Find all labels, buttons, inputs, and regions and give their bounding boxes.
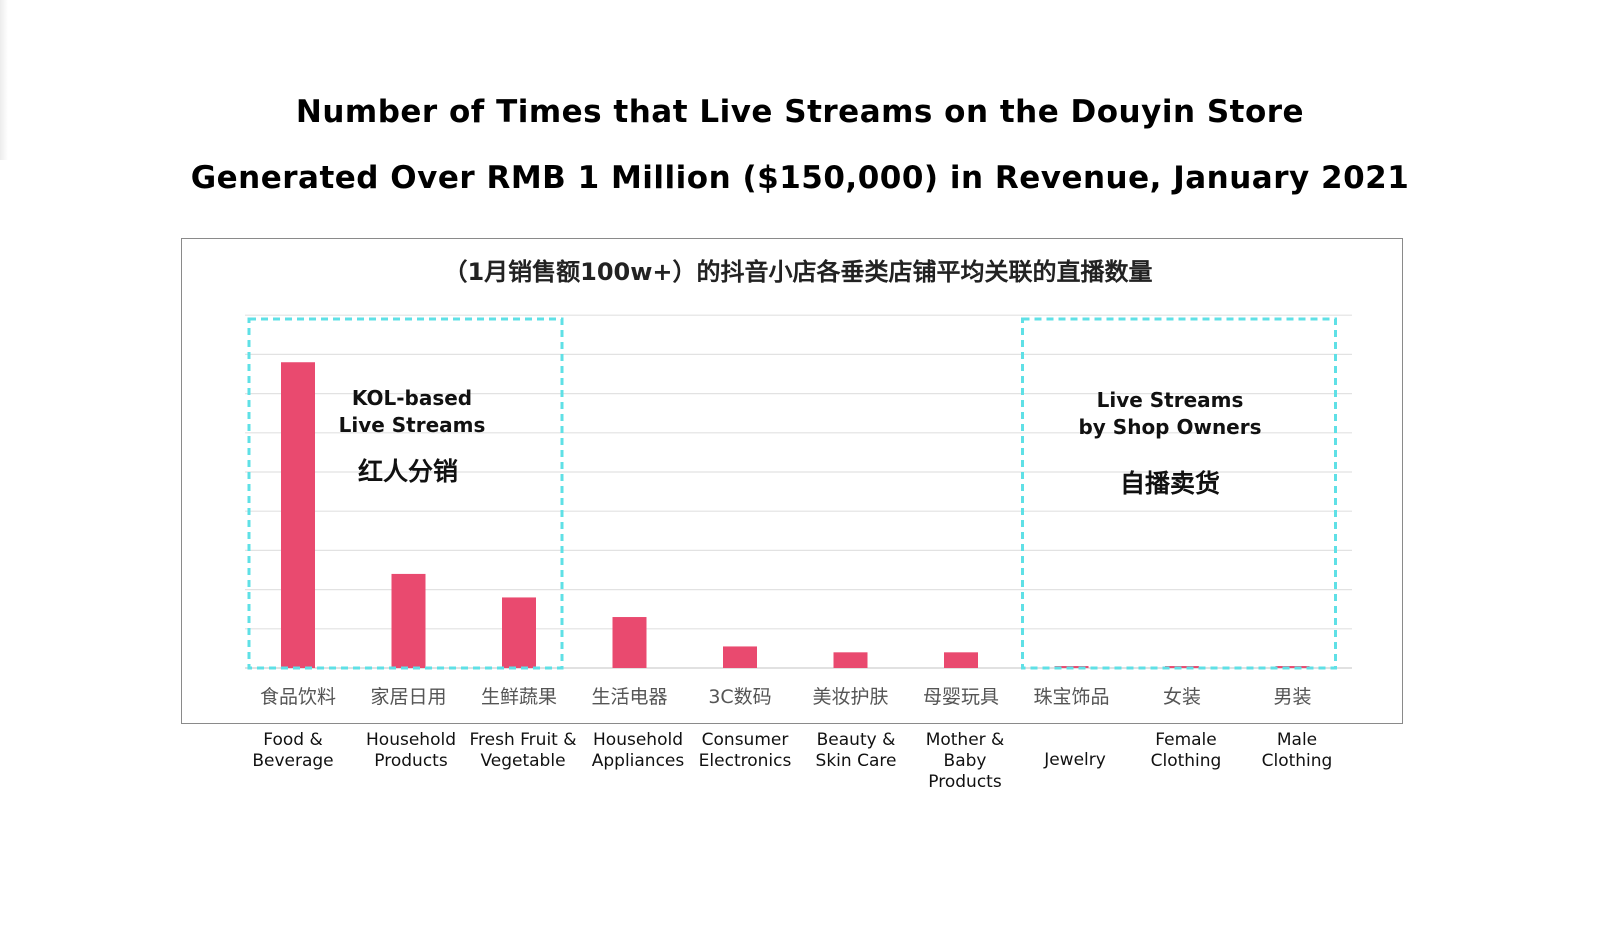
annotation-title: Live Streams — [1097, 388, 1244, 412]
annotation-title: by Shop Owners — [1078, 415, 1261, 439]
category-english-label: Household Appliances — [591, 730, 685, 771]
bar — [723, 646, 757, 668]
bar — [1275, 666, 1310, 668]
bar — [281, 362, 315, 668]
category-english-label: Female Clothing — [1150, 730, 1222, 771]
category-english-label: Jewelry — [1044, 750, 1106, 770]
category-english-label: Household Products — [366, 730, 456, 771]
annotation-chinese-label: 自播卖货 — [1120, 469, 1220, 498]
category-english-label: Mother & Baby Products — [925, 730, 1005, 792]
annotation-chinese-label: 红人分销 — [358, 457, 458, 486]
category-english-label: Male Clothing — [1261, 730, 1333, 771]
x-tick-label: 3C数码 — [708, 686, 771, 708]
bar — [944, 652, 978, 668]
chart-title-line-2: Generated Over RMB 1 Million ($150,000) … — [190, 160, 1410, 196]
category-english-label: Food & Beverage — [252, 730, 334, 771]
bar — [612, 617, 647, 668]
x-tick-label: 男装 — [1273, 686, 1311, 708]
bar — [833, 652, 868, 668]
annotation-title: KOL-based — [352, 386, 472, 410]
x-tick-label: 美妆护肤 — [812, 686, 888, 708]
x-tick-label: 食品饮料 — [260, 686, 336, 708]
category-english-label: Fresh Fruit & Vegetable — [469, 730, 577, 771]
chart-title-line-1: Number of Times that Live Streams on the… — [295, 94, 1305, 130]
x-tick-label: 珠宝饰品 — [1033, 686, 1109, 708]
annotation-title: Live Streams — [339, 413, 486, 437]
bar — [502, 597, 536, 668]
x-tick-label: 女装 — [1163, 686, 1201, 708]
annotation-box — [247, 317, 564, 670]
x-tick-label: 母婴玩具 — [923, 686, 999, 708]
bar — [391, 573, 426, 668]
category-english-label: Beauty & Skin Care — [815, 730, 897, 771]
category-english-label: Consumer Electronics — [698, 730, 792, 771]
chart-subtitle: （1月销售额100w+）的抖音小店各垂类店铺平均关联的直播数量 — [443, 258, 1152, 286]
left-edge-shadow — [0, 0, 8, 160]
x-tick-label: 家居日用 — [370, 686, 446, 708]
x-tick-label: 生活电器 — [591, 686, 667, 708]
annotation-box — [1021, 317, 1337, 670]
x-tick-label: 生鲜蔬果 — [481, 686, 557, 708]
bar — [1165, 666, 1199, 668]
